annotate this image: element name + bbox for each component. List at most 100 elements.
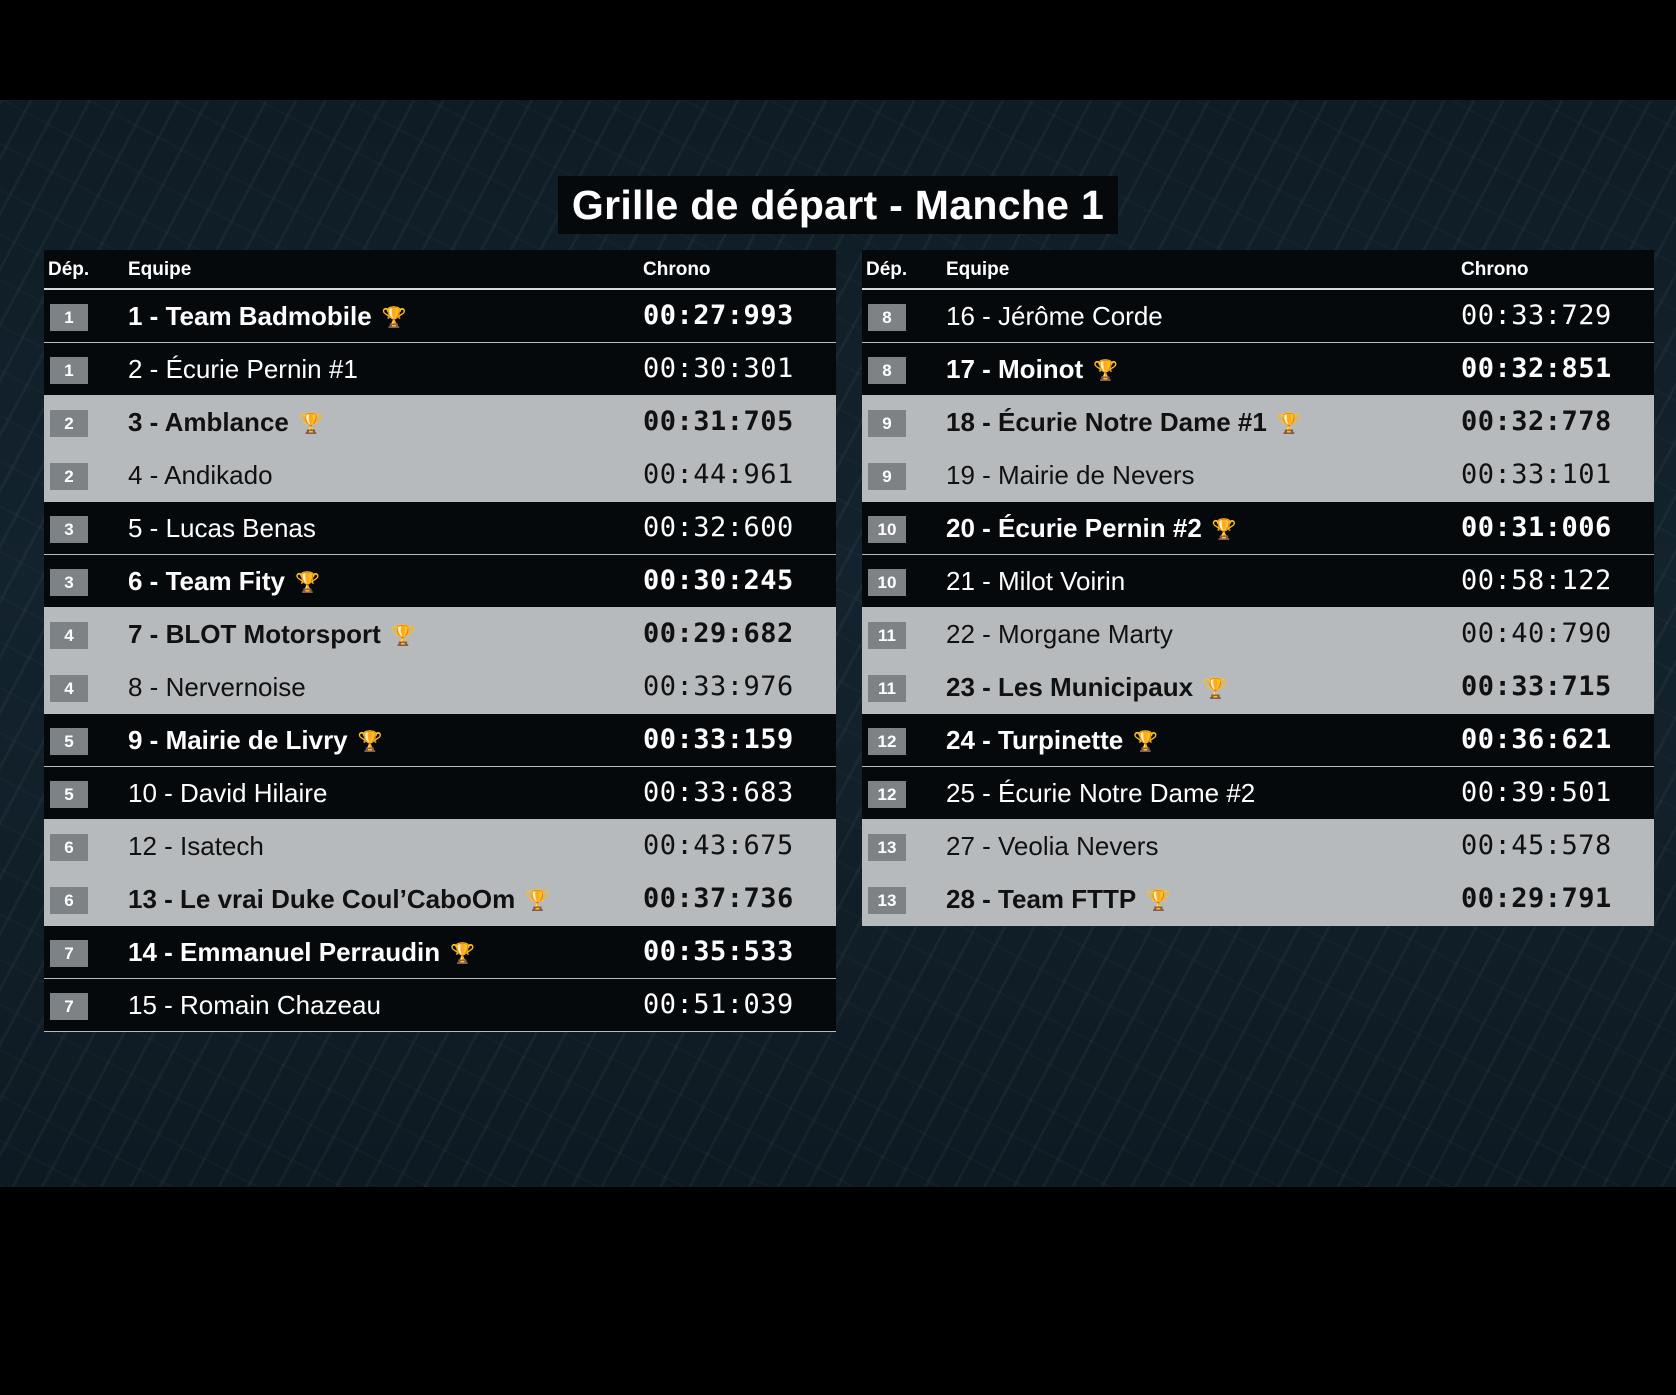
team-name: 19 - Mairie de Nevers bbox=[946, 460, 1195, 490]
trophy-icon: 🏆 bbox=[298, 413, 324, 435]
team-cell: 22 - Morgane Marty bbox=[946, 608, 1173, 660]
start-position-badge: 3 bbox=[50, 516, 88, 543]
chrono-time: 00:32:778 bbox=[1461, 406, 1612, 437]
chrono-time: 00:37:736 bbox=[643, 883, 794, 914]
table-row: 1 2 - Écurie Pernin #1 00:30:301 bbox=[44, 343, 836, 396]
table-row: 3 5 - Lucas Benas 00:32:600 bbox=[44, 502, 836, 555]
chrono-time: 00:32:851 bbox=[1461, 353, 1612, 384]
table-row: 10 20 - Écurie Pernin #2 🏆 00:31:006 bbox=[862, 502, 1654, 555]
team-cell: 21 - Milot Voirin bbox=[946, 555, 1125, 607]
team-cell: 5 - Lucas Benas bbox=[128, 502, 316, 554]
team-name: 28 - Team FTTP bbox=[946, 884, 1137, 914]
table-header: Dép. Equipe Chrono bbox=[44, 250, 836, 290]
table-header: Dép. Equipe Chrono bbox=[862, 250, 1654, 290]
trophy-icon: 🏆 bbox=[1093, 360, 1119, 382]
team-name: 24 - Turpinette bbox=[946, 725, 1124, 755]
table-row: 4 7 - BLOT Motorsport 🏆 00:29:682 bbox=[44, 608, 836, 661]
chrono-time: 00:33:976 bbox=[643, 671, 794, 702]
start-position-badge: 8 bbox=[868, 304, 906, 331]
trophy-icon: 🏆 bbox=[1211, 519, 1237, 541]
chrono-time: 00:31:006 bbox=[1461, 512, 1612, 543]
chrono-time: 00:44:961 bbox=[643, 459, 794, 490]
team-name: 13 - Le vrai Duke Coul’CaboOm bbox=[128, 884, 516, 914]
start-position-badge: 10 bbox=[868, 516, 906, 543]
trophy-icon: 🏆 bbox=[390, 625, 416, 647]
table-row: 10 21 - Milot Voirin 00:58:122 bbox=[862, 555, 1654, 608]
start-position-badge: 10 bbox=[868, 569, 906, 596]
table-row: 5 9 - Mairie de Livry 🏆 00:33:159 bbox=[44, 714, 836, 767]
team-name: 8 - Nervernoise bbox=[128, 672, 306, 702]
table-row: 1 1 - Team Badmobile 🏆 00:27:993 bbox=[44, 290, 836, 343]
table-row: 3 6 - Team Fity 🏆 00:30:245 bbox=[44, 555, 836, 608]
chrono-time: 00:33:729 bbox=[1461, 300, 1612, 331]
header-chrono: Chrono bbox=[643, 259, 711, 280]
team-name: 6 - Team Fity bbox=[128, 566, 286, 596]
team-name: 4 - Andikado bbox=[128, 460, 273, 490]
table-body: 1 1 - Team Badmobile 🏆 00:27:993 1 2 - Écurie… bbox=[44, 290, 836, 1032]
start-position-badge: 12 bbox=[868, 728, 906, 755]
table-row: 4 8 - Nervernoise 00:33:976 bbox=[44, 661, 836, 714]
team-cell: 7 - BLOT Motorsport 🏆 bbox=[128, 608, 416, 660]
team-name: 12 - Isatech bbox=[128, 831, 264, 861]
team-cell: 13 - Le vrai Duke Coul’CaboOm 🏆 bbox=[128, 873, 550, 925]
team-name: 27 - Veolia Nevers bbox=[946, 831, 1159, 861]
chrono-time: 00:31:705 bbox=[643, 406, 794, 437]
start-position-badge: 11 bbox=[868, 675, 906, 702]
chrono-time: 00:40:790 bbox=[1461, 618, 1612, 649]
grid-table-right: Dép. Equipe Chrono 8 16 - Jérôme Corde 00:… bbox=[862, 250, 1654, 926]
trophy-icon: 🏆 bbox=[381, 307, 407, 329]
table-row: 11 22 - Morgane Marty 00:40:790 bbox=[862, 608, 1654, 661]
table-row: 9 18 - Écurie Notre Dame #1 🏆 00:32:778 bbox=[862, 396, 1654, 449]
team-cell: 23 - Les Municipaux 🏆 bbox=[946, 661, 1228, 713]
team-name: 2 - Écurie Pernin #1 bbox=[128, 354, 358, 384]
trophy-icon: 🏆 bbox=[1133, 731, 1159, 753]
chrono-time: 00:33:101 bbox=[1461, 459, 1612, 490]
table-row: 13 27 - Veolia Nevers 00:45:578 bbox=[862, 820, 1654, 873]
team-cell: 1 - Team Badmobile 🏆 bbox=[128, 290, 407, 342]
start-position-badge: 5 bbox=[50, 781, 88, 808]
team-cell: 6 - Team Fity 🏆 bbox=[128, 555, 320, 607]
start-position-badge: 12 bbox=[868, 781, 906, 808]
team-cell: 2 - Écurie Pernin #1 bbox=[128, 343, 358, 395]
trophy-icon: 🏆 bbox=[450, 943, 476, 965]
table-row: 9 19 - Mairie de Nevers 00:33:101 bbox=[862, 449, 1654, 502]
start-position-badge: 1 bbox=[50, 304, 88, 331]
team-cell: 19 - Mairie de Nevers bbox=[946, 449, 1195, 501]
team-cell: 28 - Team FTTP 🏆 bbox=[946, 873, 1171, 925]
team-cell: 18 - Écurie Notre Dame #1 🏆 bbox=[946, 396, 1302, 448]
table-row: 7 15 - Romain Chazeau 00:51:039 bbox=[44, 979, 836, 1032]
start-position-badge: 2 bbox=[50, 463, 88, 490]
chrono-time: 00:39:501 bbox=[1461, 777, 1612, 808]
scoreboard-background: Grille de départ - Manche 1 Dép. Equipe … bbox=[0, 100, 1676, 1187]
header-dep: Dép. bbox=[48, 259, 90, 280]
start-position-badge: 11 bbox=[868, 622, 906, 649]
team-cell: 17 - Moinot 🏆 bbox=[946, 343, 1118, 395]
table-row: 12 24 - Turpinette 🏆 00:36:621 bbox=[862, 714, 1654, 767]
trophy-icon: 🏆 bbox=[1276, 413, 1302, 435]
header-team: Equipe bbox=[946, 259, 1010, 280]
table-row: 8 16 - Jérôme Corde 00:33:729 bbox=[862, 290, 1654, 343]
team-name: 25 - Écurie Notre Dame #2 bbox=[946, 778, 1256, 808]
header-dep: Dép. bbox=[866, 259, 908, 280]
start-position-badge: 13 bbox=[868, 834, 906, 861]
trophy-icon: 🏆 bbox=[357, 731, 383, 753]
table-body: 8 16 - Jérôme Corde 00:33:729 8 17 - Moinot 🏆… bbox=[862, 290, 1654, 926]
team-name: 9 - Mairie de Livry bbox=[128, 725, 348, 755]
team-cell: 15 - Romain Chazeau bbox=[128, 979, 381, 1031]
team-name: 23 - Les Municipaux bbox=[946, 672, 1194, 702]
start-position-badge: 8 bbox=[868, 357, 906, 384]
table-row: 2 3 - Amblance 🏆 00:31:705 bbox=[44, 396, 836, 449]
chrono-time: 00:43:675 bbox=[643, 830, 794, 861]
start-position-badge: 9 bbox=[868, 463, 906, 490]
team-cell: 12 - Isatech bbox=[128, 820, 264, 872]
team-cell: 4 - Andikado bbox=[128, 449, 273, 501]
chrono-time: 00:36:621 bbox=[1461, 724, 1612, 755]
chrono-time: 00:33:683 bbox=[643, 777, 794, 808]
team-name: 17 - Moinot bbox=[946, 354, 1084, 384]
table-row: 12 25 - Écurie Notre Dame #2 00:39:501 bbox=[862, 767, 1654, 820]
team-name: 16 - Jérôme Corde bbox=[946, 301, 1163, 331]
trophy-icon: 🏆 bbox=[525, 890, 551, 912]
start-position-badge: 2 bbox=[50, 410, 88, 437]
chrono-time: 00:58:122 bbox=[1461, 565, 1612, 596]
chrono-time: 00:33:159 bbox=[643, 724, 794, 755]
